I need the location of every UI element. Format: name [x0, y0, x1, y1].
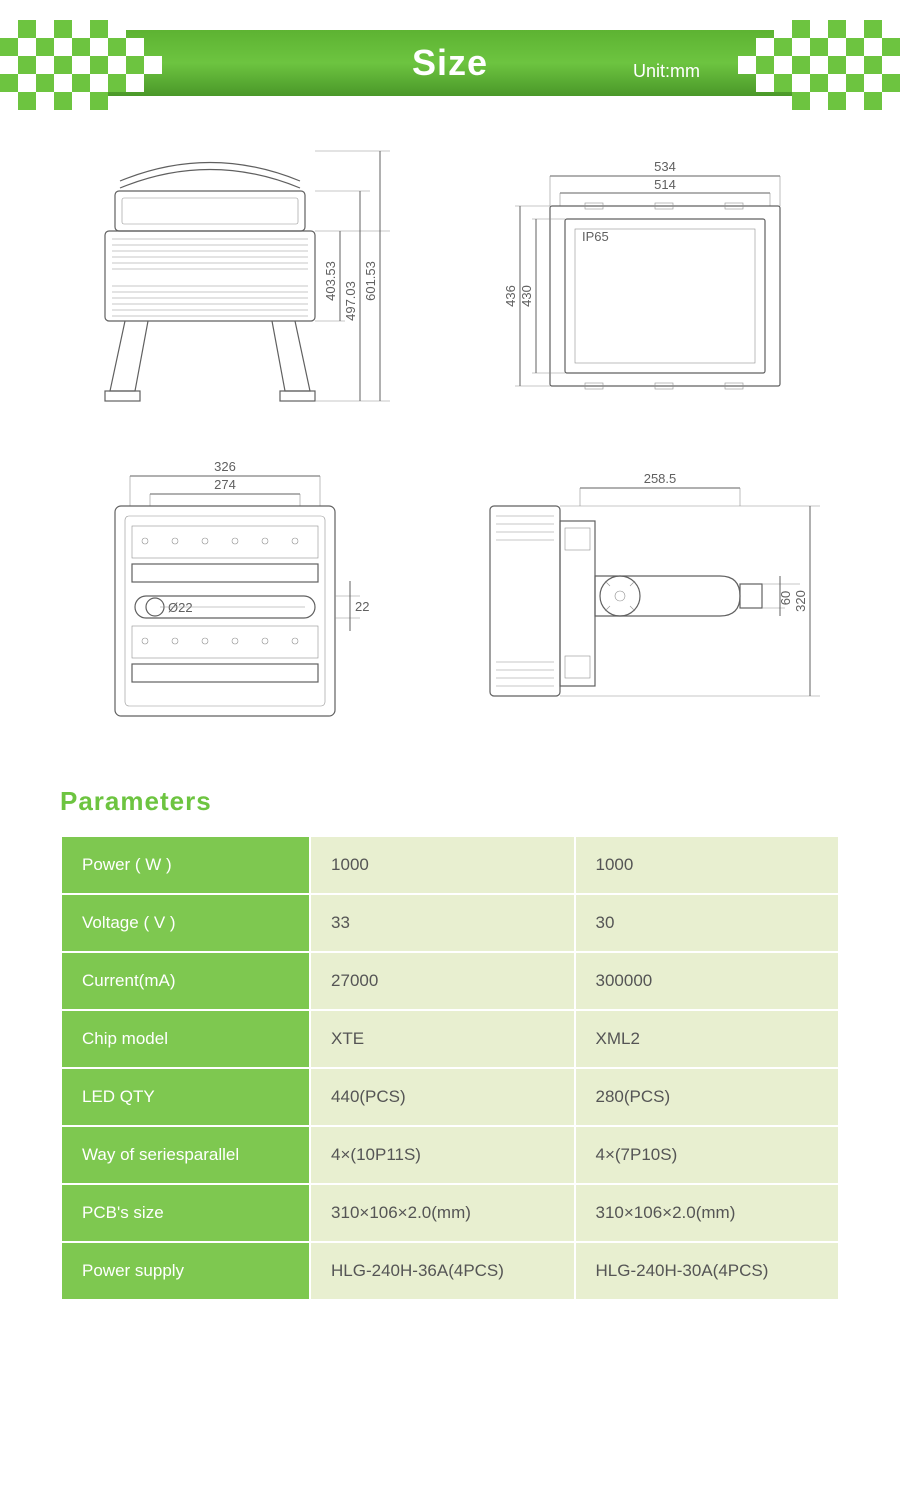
param-value-1: 440(PCS) — [311, 1069, 573, 1125]
dim-side-h2: 320 — [793, 590, 808, 612]
drawing-top: 534 514 IP65 436 430 — [460, 136, 840, 426]
dim-top-h2: 430 — [519, 285, 534, 307]
table-row: Voltage ( V )3330 — [62, 895, 838, 951]
param-value-1: HLG-240H-36A(4PCS) — [311, 1243, 573, 1299]
dim-back-d1: 22 — [355, 599, 369, 614]
param-value-2: 30 — [576, 895, 839, 951]
size-header: Size Unit:mm — [20, 30, 880, 96]
checker-decoration-right — [700, 20, 900, 106]
drawing-front: 403.53 497.03 601.53 — [60, 136, 420, 426]
param-label: Way of seriesparallel — [62, 1127, 309, 1183]
param-value-1: 27000 — [311, 953, 573, 1009]
param-value-2: HLG-240H-30A(4PCS) — [576, 1243, 839, 1299]
table-row: Power supplyHLG-240H-36A(4PCS)HLG-240H-3… — [62, 1243, 838, 1299]
table-row: LED QTY440(PCS)280(PCS) — [62, 1069, 838, 1125]
dim-front-h1: 403.53 — [323, 261, 338, 301]
dim-back-w1: 326 — [214, 459, 236, 474]
drawing-back: 326 274 Ø22 — [60, 456, 420, 736]
param-label: LED QTY — [62, 1069, 309, 1125]
dim-back-w2: 274 — [214, 477, 236, 492]
dim-front-h2: 497.03 — [343, 281, 358, 321]
dim-back-hole: Ø22 — [168, 600, 193, 615]
param-value-1: 310×106×2.0(mm) — [311, 1185, 573, 1241]
dim-side-h1: 60 — [778, 591, 793, 605]
dim-top-w1: 534 — [654, 159, 676, 174]
param-label: Voltage ( V ) — [62, 895, 309, 951]
param-value-1: 1000 — [311, 837, 573, 893]
dim-side-w1: 258.5 — [644, 471, 677, 486]
param-value-2: 1000 — [576, 837, 839, 893]
checker-decoration-left — [0, 20, 200, 106]
header-title: Size — [412, 42, 488, 84]
dim-front-h3: 601.53 — [363, 261, 378, 301]
param-value-2: 300000 — [576, 953, 839, 1009]
dim-top-h1: 436 — [503, 285, 518, 307]
param-label: Power ( W ) — [62, 837, 309, 893]
param-value-1: XTE — [311, 1011, 573, 1067]
param-label: Power supply — [62, 1243, 309, 1299]
param-value-1: 4×(10P11S) — [311, 1127, 573, 1183]
parameters-title: Parameters — [60, 786, 880, 817]
dim-top-w2: 514 — [654, 177, 676, 192]
table-row: PCB's size310×106×2.0(mm)310×106×2.0(mm) — [62, 1185, 838, 1241]
param-label: Chip model — [62, 1011, 309, 1067]
param-value-2: 280(PCS) — [576, 1069, 839, 1125]
param-value-2: 4×(7P10S) — [576, 1127, 839, 1183]
param-label: PCB's size — [62, 1185, 309, 1241]
parameters-table: Power ( W )10001000Voltage ( V )3330Curr… — [60, 835, 840, 1301]
drawing-side: 258.5 — [460, 456, 840, 736]
technical-drawings: 403.53 497.03 601.53 534 514 IP65 — [20, 136, 880, 766]
ip-rating: IP65 — [582, 229, 609, 244]
param-value-1: 33 — [311, 895, 573, 951]
table-row: Chip modelXTEXML2 — [62, 1011, 838, 1067]
header-unit: Unit:mm — [633, 61, 700, 82]
param-label: Current(mA) — [62, 953, 309, 1009]
param-value-2: 310×106×2.0(mm) — [576, 1185, 839, 1241]
param-value-2: XML2 — [576, 1011, 839, 1067]
table-row: Power ( W )10001000 — [62, 837, 838, 893]
table-row: Way of seriesparallel4×(10P11S)4×(7P10S) — [62, 1127, 838, 1183]
table-row: Current(mA)27000300000 — [62, 953, 838, 1009]
